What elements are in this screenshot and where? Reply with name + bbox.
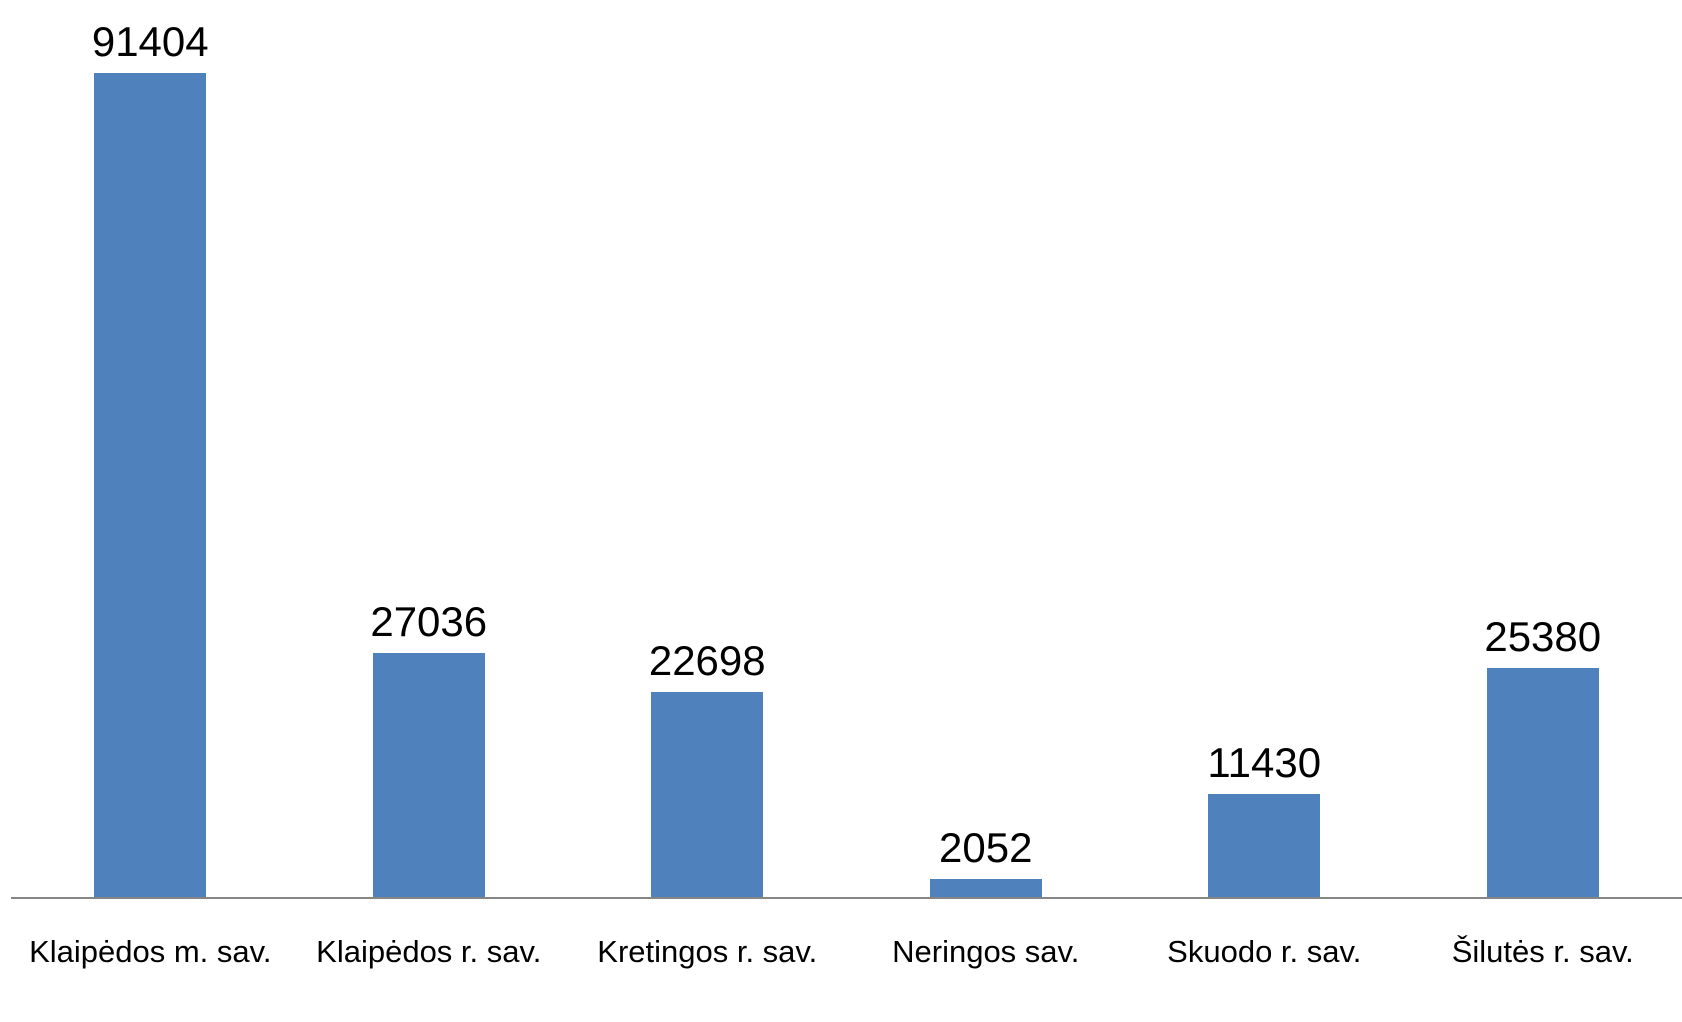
x-axis — [11, 897, 1682, 899]
bar — [94, 73, 207, 897]
bar — [929, 878, 1042, 897]
bar — [651, 692, 764, 897]
x-tick-label: Kretingos r. sav. — [597, 934, 818, 969]
data-label: 2052 — [939, 823, 1033, 871]
x-tick-label: Klaipėdos r. sav. — [316, 934, 542, 969]
data-label: 11430 — [1207, 738, 1322, 786]
data-label: 27036 — [370, 598, 488, 646]
bar — [1486, 668, 1599, 897]
bar — [372, 653, 485, 897]
data-label: 25380 — [1484, 613, 1602, 661]
data-label: 91404 — [91, 18, 209, 65]
x-tick-label: Šilutės r. sav. — [1451, 934, 1634, 969]
x-tick-label: Klaipėdos m. sav. — [29, 934, 272, 969]
data-label: 22698 — [648, 637, 766, 685]
bar — [1208, 793, 1321, 897]
x-tick-label: Skuodo r. sav. — [1167, 934, 1362, 969]
x-tick-label: Neringos sav. — [892, 934, 1080, 969]
